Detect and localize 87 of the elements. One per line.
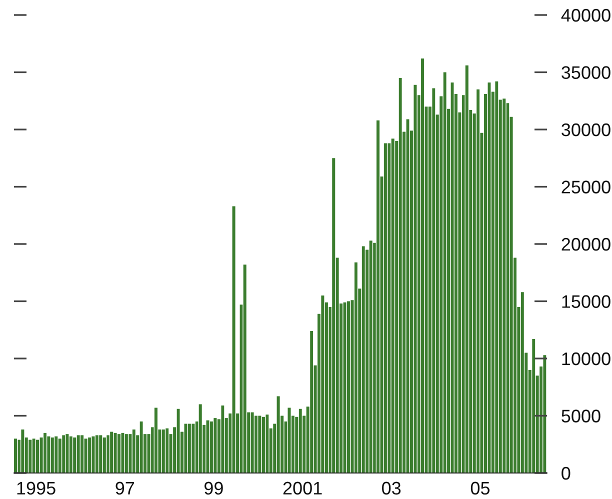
y-tick-label: 30000 — [562, 123, 610, 136]
x-tick-label: 1995 — [17, 482, 56, 495]
bar — [421, 58, 424, 473]
bar — [398, 78, 402, 473]
bar — [250, 412, 254, 473]
bar — [192, 424, 195, 473]
bar — [28, 440, 32, 473]
bar — [154, 408, 158, 473]
bar — [369, 240, 372, 473]
bar — [36, 440, 40, 473]
bar — [124, 434, 128, 473]
bar — [520, 292, 524, 473]
bar — [262, 416, 265, 473]
bar — [58, 438, 62, 473]
bar — [214, 418, 217, 473]
x-tick-label: 05 — [470, 482, 490, 495]
y-tick-label: 10000 — [562, 352, 610, 366]
bar — [391, 138, 394, 473]
bar — [346, 301, 350, 473]
bar — [232, 206, 236, 473]
bar — [132, 429, 136, 473]
y-tick-label: 40000 — [561, 8, 610, 22]
y-tick-label: 20000 — [562, 238, 610, 251]
bar — [166, 428, 169, 473]
bar — [243, 264, 246, 473]
bar — [92, 436, 95, 473]
bar — [443, 72, 446, 473]
bar — [414, 84, 417, 473]
bar — [221, 405, 224, 473]
bar — [110, 432, 114, 473]
bar — [210, 421, 213, 473]
bar — [288, 408, 291, 473]
bar — [321, 296, 324, 473]
bar — [50, 438, 54, 473]
bar — [95, 435, 98, 473]
bar — [298, 408, 302, 473]
bar — [80, 435, 84, 473]
x-tick-label: 03 — [382, 482, 401, 495]
bar — [476, 89, 480, 473]
bar — [310, 331, 314, 473]
bar — [44, 432, 46, 473]
bar — [354, 262, 358, 473]
y-tick-label: 15000 — [562, 295, 610, 308]
bar — [276, 396, 280, 473]
bar — [502, 98, 506, 473]
bar — [188, 424, 191, 473]
y-tick-label: 0 — [562, 466, 570, 480]
bar — [495, 81, 498, 473]
bar — [84, 438, 88, 473]
bar — [206, 420, 210, 473]
bar — [543, 355, 546, 473]
y-tick-label: 5000 — [562, 410, 600, 422]
bar — [184, 424, 188, 473]
bar — [76, 435, 80, 473]
bar — [140, 421, 143, 473]
y-tick-label: 35000 — [562, 66, 610, 79]
bar — [117, 434, 121, 473]
bar — [258, 416, 262, 473]
bar — [532, 339, 536, 473]
bar — [66, 434, 69, 473]
bar — [14, 438, 18, 473]
bar — [102, 438, 106, 473]
bar — [32, 438, 36, 473]
x-tick-label: 2001 — [283, 482, 322, 495]
bar — [432, 88, 436, 473]
bar — [88, 438, 91, 473]
bar — [254, 416, 258, 473]
bar — [54, 436, 58, 473]
bar — [465, 65, 468, 473]
bar — [99, 435, 102, 473]
x-tick-label: 99 — [204, 482, 223, 495]
bar — [73, 438, 76, 473]
bar — [332, 158, 336, 473]
bar — [198, 404, 202, 473]
bar — [69, 436, 72, 473]
bar — [162, 429, 165, 473]
bar — [384, 143, 387, 473]
bar — [376, 120, 380, 473]
bar — [362, 246, 365, 473]
bar — [47, 436, 50, 473]
bar — [114, 432, 117, 473]
bar — [62, 435, 65, 473]
bar — [21, 429, 24, 473]
bar — [106, 435, 110, 473]
bar — [266, 414, 269, 473]
y-tick-label: 25000 — [562, 180, 610, 194]
x-tick-label: 97 — [116, 482, 134, 495]
